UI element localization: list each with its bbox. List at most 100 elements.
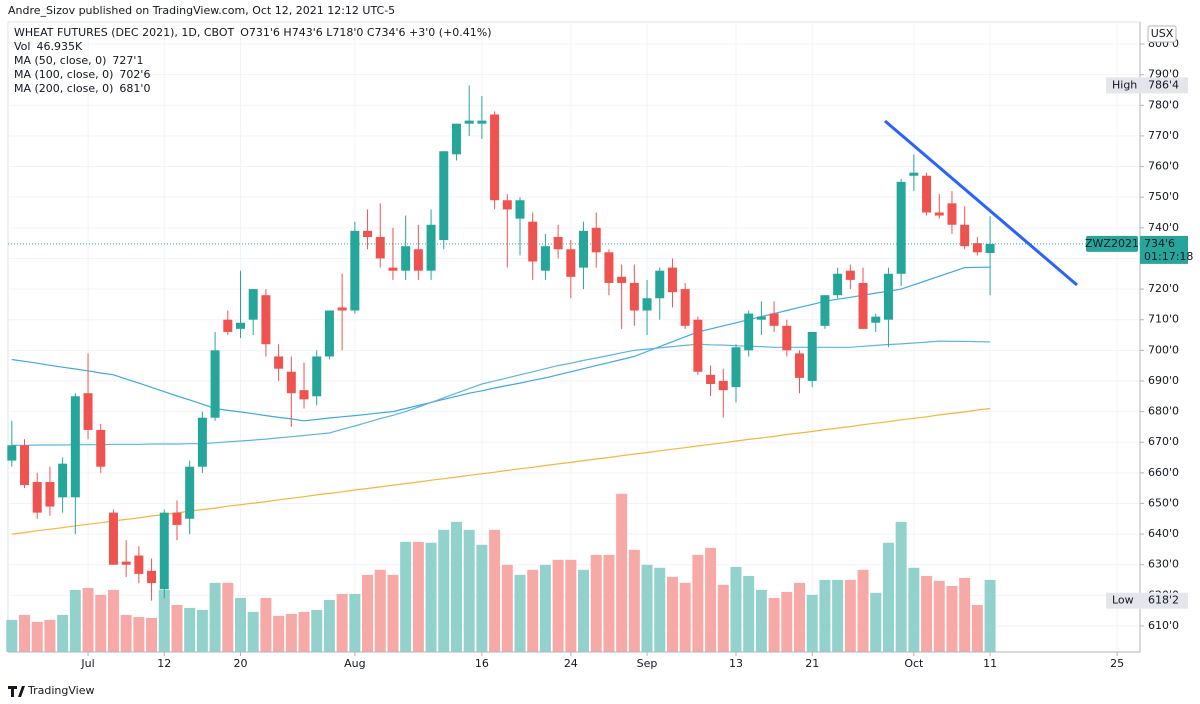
- volume-bar: [374, 569, 386, 652]
- candle-body: [960, 224, 970, 247]
- volume-bar: [171, 604, 183, 652]
- volume-bar: [95, 594, 107, 652]
- candle-body: [83, 393, 93, 430]
- candle-body: [58, 463, 68, 498]
- x-tick-label: 21: [805, 657, 819, 670]
- candle-body: [159, 512, 169, 590]
- legend-name: MA (50, close, 0): [14, 54, 106, 67]
- candle-body: [337, 307, 347, 311]
- volume-bar: [781, 591, 793, 652]
- volume-bar: [857, 569, 869, 652]
- candle-body: [121, 561, 131, 565]
- volume-bar: [959, 577, 971, 652]
- candle-body: [223, 319, 233, 332]
- volume-bar: [755, 589, 767, 652]
- volume-bar: [311, 609, 323, 652]
- price-label: 734'6: [1144, 237, 1175, 250]
- volume-bar: [501, 564, 513, 652]
- candle-body: [375, 237, 385, 259]
- volume-bar: [463, 529, 475, 652]
- volume-bar: [362, 574, 374, 652]
- candle-body: [134, 555, 144, 574]
- volume-bar: [184, 607, 196, 652]
- candle-body: [566, 249, 576, 277]
- y-tick-label: 700'0: [1148, 343, 1179, 356]
- candle-body: [706, 374, 716, 385]
- volume-bar: [438, 529, 450, 652]
- candle-body: [591, 227, 601, 253]
- candle-body: [947, 203, 957, 225]
- candle-body: [324, 310, 334, 357]
- candle-body: [439, 151, 449, 241]
- volume-bar: [616, 493, 628, 652]
- x-tick-label: 24: [564, 657, 578, 670]
- candle-body: [147, 570, 157, 584]
- candle-body: [464, 120, 474, 124]
- volume-bar: [400, 541, 412, 652]
- y-tick-label: 670'0: [1148, 435, 1179, 448]
- x-tick-label: 20: [233, 657, 247, 670]
- candle-body: [744, 313, 754, 351]
- volume-bar: [336, 593, 348, 652]
- volume-bar: [806, 594, 818, 652]
- y-tick-label: 780'0: [1148, 98, 1179, 111]
- price-tag: [1140, 235, 1188, 264]
- candle-body: [731, 347, 741, 388]
- volume-bar: [247, 611, 259, 652]
- candle-body: [553, 237, 563, 250]
- candle-body: [210, 350, 220, 418]
- candle-body: [299, 390, 309, 400]
- volume-bar: [971, 604, 983, 652]
- countdown-label: 01:17:18: [1144, 250, 1193, 263]
- candle-body: [401, 246, 411, 271]
- legend-name: MA (200, close, 0): [14, 82, 113, 95]
- trend-line: [884, 119, 1078, 287]
- volume-bar: [133, 616, 145, 652]
- volume-bar: [298, 611, 310, 652]
- volume-bar: [552, 559, 564, 652]
- volume-bar: [476, 544, 488, 652]
- candle-body: [833, 273, 843, 296]
- candle-body: [350, 230, 360, 311]
- plot-frame: [7, 21, 1141, 653]
- y-tick-label: 760'0: [1148, 160, 1179, 173]
- x-tick-label: 11: [983, 657, 997, 670]
- published-note: Andre_Sizov published on TradingView.com…: [8, 4, 395, 17]
- candle-body: [769, 313, 779, 326]
- symbol-label: ZWZ2021: [1085, 237, 1139, 250]
- candle-body: [845, 270, 855, 280]
- ma-line: [11, 407, 991, 535]
- x-tick-label: 25: [1110, 657, 1124, 670]
- volume-bar: [273, 615, 285, 652]
- candle-body: [363, 230, 373, 238]
- candle-body: [528, 221, 538, 262]
- volume-bar: [285, 613, 297, 652]
- y-tick-label: 750'0: [1148, 190, 1179, 203]
- candle-body: [490, 114, 500, 201]
- candle-body: [667, 267, 677, 293]
- volume-bar: [69, 589, 81, 652]
- candle-body: [172, 512, 182, 525]
- volume-bar: [946, 585, 958, 652]
- legend-value: 681'0: [119, 82, 150, 95]
- legend-value: 727'1: [112, 54, 143, 67]
- volume-bar: [196, 609, 208, 652]
- volume-bar: [107, 589, 119, 652]
- volume-bar: [692, 554, 704, 652]
- volume-bar: [349, 593, 361, 652]
- volume-bar: [146, 617, 158, 652]
- high-tag: [1106, 77, 1188, 94]
- candle-body: [261, 295, 271, 345]
- volume-bar: [895, 521, 907, 652]
- ohlc-label: O731'6 H743'6 L718'0 C734'6 +3'0 (+0.41%…: [240, 26, 491, 39]
- volume-bar: [679, 582, 691, 652]
- volume-bar: [450, 521, 462, 652]
- brand: TradingView: [27, 684, 94, 697]
- volume-bar: [717, 584, 729, 652]
- volume-bar: [209, 582, 221, 652]
- volume-bar: [590, 554, 602, 652]
- candle-body: [883, 273, 893, 320]
- candle-body: [718, 380, 728, 391]
- volume-bar: [844, 579, 856, 652]
